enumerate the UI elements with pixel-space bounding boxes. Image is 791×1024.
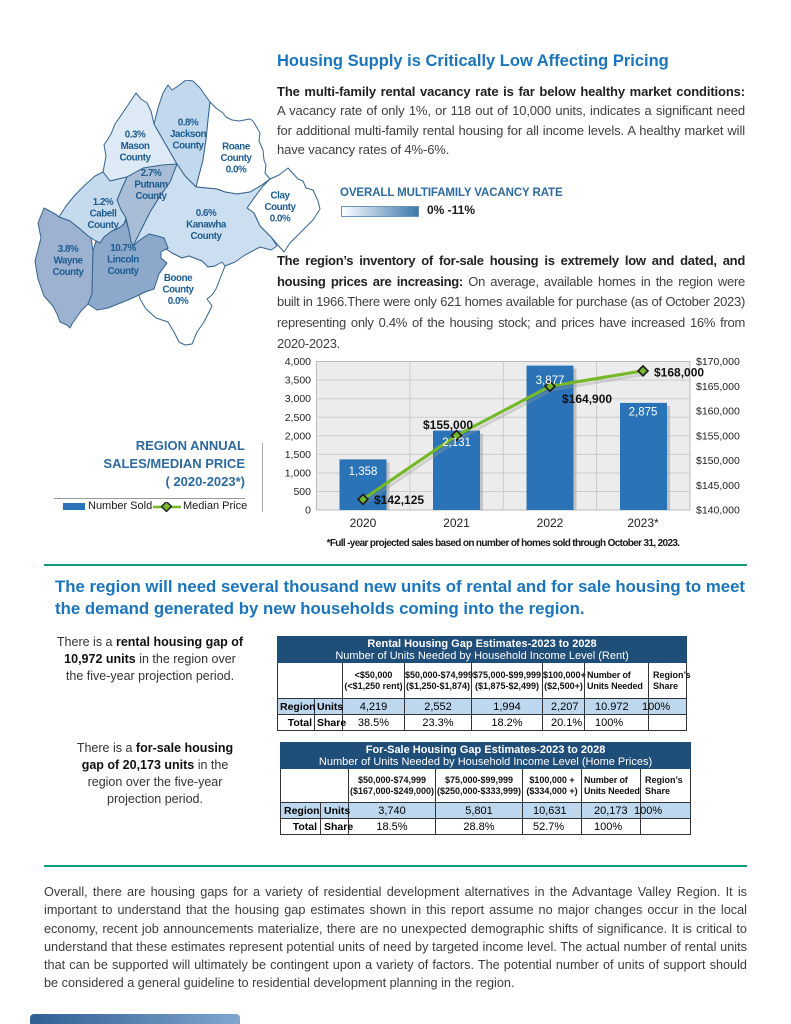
svg-text:3.8%: 3.8%	[58, 244, 79, 255]
svg-text:County: County	[190, 231, 222, 242]
svg-text:County: County	[264, 202, 296, 213]
svg-text:2022: 2022	[537, 516, 564, 530]
svg-text:1.2%: 1.2%	[93, 197, 114, 208]
svg-text:2,131: 2,131	[442, 437, 471, 449]
svg-text:2.7%: 2.7%	[141, 168, 162, 179]
svg-text:County: County	[119, 153, 151, 164]
svg-text:0.0%: 0.0%	[168, 296, 189, 307]
svg-text:0: 0	[305, 505, 311, 517]
svg-text:$168,000: $168,000	[654, 366, 704, 380]
svg-text:Boone: Boone	[164, 273, 193, 284]
svg-text:2,875: 2,875	[629, 407, 658, 419]
svg-text:500: 500	[293, 486, 311, 498]
svg-text:1,000: 1,000	[285, 468, 311, 480]
svg-text:County: County	[162, 285, 194, 296]
svg-text:County: County	[172, 141, 204, 152]
svg-text:$145,000: $145,000	[696, 480, 740, 492]
svg-text:County: County	[52, 267, 84, 278]
svg-text:County: County	[220, 153, 252, 164]
svg-text:4,000: 4,000	[285, 356, 311, 368]
svg-text:2023*: 2023*	[627, 516, 659, 530]
svg-text:Kanawha: Kanawha	[186, 220, 227, 231]
svg-text:2,000: 2,000	[285, 430, 311, 442]
svg-text:$155,000: $155,000	[423, 418, 473, 432]
svg-text:3,000: 3,000	[285, 393, 311, 405]
svg-text:Putnam: Putnam	[134, 180, 168, 191]
svg-text:0.3%: 0.3%	[125, 130, 146, 141]
svg-text:Mason: Mason	[121, 141, 150, 152]
svg-text:0.6%: 0.6%	[196, 208, 217, 219]
svg-text:2021: 2021	[443, 516, 470, 530]
svg-text:3,500: 3,500	[285, 375, 311, 387]
svg-text:Clay: Clay	[271, 191, 291, 202]
svg-text:$160,000: $160,000	[696, 406, 740, 418]
svg-text:$164,900: $164,900	[562, 392, 612, 406]
svg-text:1,358: 1,358	[349, 466, 378, 478]
svg-text:Roane: Roane	[222, 142, 251, 153]
svg-text:$142,125: $142,125	[374, 493, 424, 507]
svg-text:0.8%: 0.8%	[178, 118, 199, 129]
svg-text:Jackson: Jackson	[170, 129, 207, 140]
svg-text:$170,000: $170,000	[696, 356, 740, 368]
svg-text:Wayne: Wayne	[54, 256, 84, 267]
svg-text:$165,000: $165,000	[696, 381, 740, 393]
svg-text:County: County	[107, 266, 139, 277]
svg-text:2,500: 2,500	[285, 412, 311, 424]
svg-text:$155,000: $155,000	[696, 430, 740, 442]
svg-text:0.0%: 0.0%	[270, 214, 291, 225]
svg-text:2020: 2020	[350, 516, 377, 530]
svg-text:1,500: 1,500	[285, 449, 311, 461]
svg-text:Cabell: Cabell	[90, 209, 117, 220]
svg-text:$140,000: $140,000	[696, 505, 740, 517]
svg-text:County: County	[135, 191, 167, 202]
svg-text:3,877: 3,877	[536, 375, 565, 387]
svg-text:0.0%: 0.0%	[226, 165, 247, 176]
svg-text:10.7%: 10.7%	[110, 243, 136, 254]
svg-text:Lincoln: Lincoln	[107, 255, 139, 266]
svg-text:County: County	[87, 220, 119, 231]
svg-text:$150,000: $150,000	[696, 455, 740, 467]
